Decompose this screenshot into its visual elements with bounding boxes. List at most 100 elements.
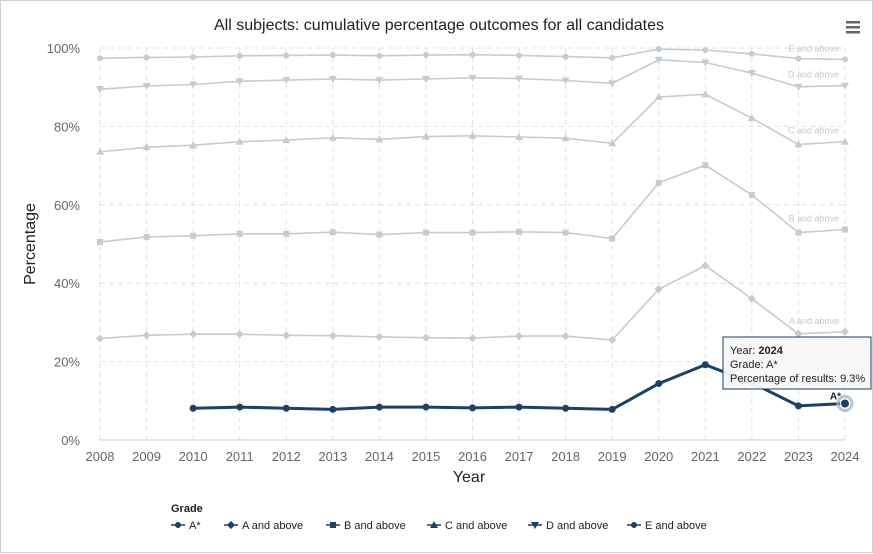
data-point[interactable]: [328, 331, 337, 340]
data-point[interactable]: [235, 78, 244, 86]
legend-item-b-and-above[interactable]: B and above: [326, 520, 406, 532]
legend-marker[interactable]: [430, 521, 438, 528]
legend-item-a-star[interactable]: A*: [171, 520, 201, 532]
data-point[interactable]: [96, 147, 104, 155]
data-point[interactable]: [375, 77, 384, 85]
data-point[interactable]: [283, 52, 290, 59]
data-point[interactable]: [97, 239, 103, 246]
data-point[interactable]: [189, 330, 198, 339]
data-point[interactable]: [654, 285, 663, 294]
data-point[interactable]: [96, 86, 104, 94]
data-point[interactable]: [469, 404, 476, 412]
legend-marker[interactable]: [175, 522, 181, 528]
data-point[interactable]: [515, 403, 523, 411]
data-point[interactable]: [142, 143, 151, 151]
data-point[interactable]: [654, 93, 663, 100]
data-point[interactable]: [515, 332, 524, 341]
data-point[interactable]: [561, 77, 570, 85]
legend-marker[interactable]: [631, 522, 637, 528]
data-point[interactable]: [654, 56, 663, 64]
legend-item-a-and-above[interactable]: A and above: [224, 520, 303, 532]
data-point[interactable]: [794, 83, 803, 91]
data-point[interactable]: [189, 81, 198, 89]
data-point[interactable]: [561, 332, 570, 341]
data-point[interactable]: [422, 229, 429, 236]
data-point[interactable]: [283, 230, 290, 237]
data-point[interactable]: [841, 82, 849, 90]
series-b-and-above[interactable]: [97, 162, 848, 246]
data-point[interactable]: [376, 52, 383, 59]
data-point[interactable]: [236, 403, 244, 411]
legend-marker[interactable]: [531, 522, 539, 529]
data-point[interactable]: [236, 230, 243, 237]
data-point[interactable]: [421, 333, 430, 342]
data-point[interactable]: [189, 404, 197, 412]
chart-menu-button[interactable]: [839, 15, 867, 39]
series-e-and-above[interactable]: [97, 46, 848, 63]
data-point[interactable]: [608, 405, 616, 413]
data-point[interactable]: [235, 330, 244, 339]
data-point[interactable]: [468, 131, 477, 139]
data-point[interactable]: [562, 53, 569, 60]
legend-item-d-and-above[interactable]: D and above: [528, 520, 608, 532]
data-point[interactable]: [655, 46, 662, 53]
data-point[interactable]: [608, 336, 617, 345]
data-point[interactable]: [515, 75, 524, 83]
data-point[interactable]: [376, 231, 383, 238]
data-point[interactable]: [608, 139, 617, 147]
data-point[interactable]: [328, 133, 337, 141]
series-a-and-above[interactable]: [96, 261, 849, 345]
data-point[interactable]: [562, 404, 570, 412]
data-point[interactable]: [282, 77, 291, 85]
data-point[interactable]: [562, 229, 569, 236]
legend-item-c-and-above[interactable]: C and above: [427, 520, 507, 532]
series-d-and-above[interactable]: [96, 56, 849, 94]
data-point[interactable]: [190, 232, 197, 239]
data-point[interactable]: [794, 402, 802, 410]
data-point[interactable]: [468, 74, 477, 82]
data-point[interactable]: [609, 235, 616, 242]
data-point[interactable]: [795, 229, 802, 236]
data-point[interactable]: [469, 51, 476, 58]
data-point[interactable]: [143, 233, 150, 240]
data-point[interactable]: [702, 46, 709, 53]
data-point[interactable]: [282, 331, 291, 340]
data-point[interactable]: [842, 56, 848, 63]
data-point[interactable]: [421, 132, 430, 140]
data-point[interactable]: [701, 261, 710, 270]
data-point[interactable]: [516, 228, 523, 235]
data-point[interactable]: [748, 192, 755, 198]
series-c-and-above[interactable]: [96, 90, 849, 155]
data-point[interactable]: [329, 405, 337, 413]
data-point[interactable]: [516, 52, 523, 59]
data-point[interactable]: [655, 179, 662, 186]
hovered-point[interactable]: [840, 398, 850, 409]
data-point[interactable]: [328, 75, 337, 83]
data-point[interactable]: [236, 52, 243, 59]
data-point[interactable]: [748, 50, 755, 57]
data-point[interactable]: [747, 114, 756, 122]
data-point[interactable]: [375, 135, 384, 143]
data-point[interactable]: [190, 54, 197, 61]
data-point[interactable]: [841, 327, 849, 336]
data-point[interactable]: [282, 404, 290, 412]
data-point[interactable]: [747, 70, 756, 78]
data-point[interactable]: [841, 137, 849, 145]
data-point[interactable]: [701, 361, 709, 369]
data-point[interactable]: [142, 331, 151, 340]
data-point[interactable]: [142, 83, 151, 91]
data-point[interactable]: [329, 52, 336, 59]
data-point[interactable]: [609, 54, 616, 61]
data-point[interactable]: [143, 54, 150, 61]
legend-marker[interactable]: [227, 521, 235, 529]
data-point[interactable]: [561, 134, 570, 142]
data-point[interactable]: [422, 403, 430, 411]
data-point[interactable]: [235, 137, 244, 145]
data-point[interactable]: [701, 59, 710, 67]
data-point[interactable]: [189, 141, 198, 149]
data-point[interactable]: [747, 294, 756, 303]
data-point[interactable]: [422, 52, 429, 59]
data-point[interactable]: [375, 403, 383, 411]
data-point[interactable]: [375, 332, 384, 341]
data-point[interactable]: [701, 90, 710, 98]
